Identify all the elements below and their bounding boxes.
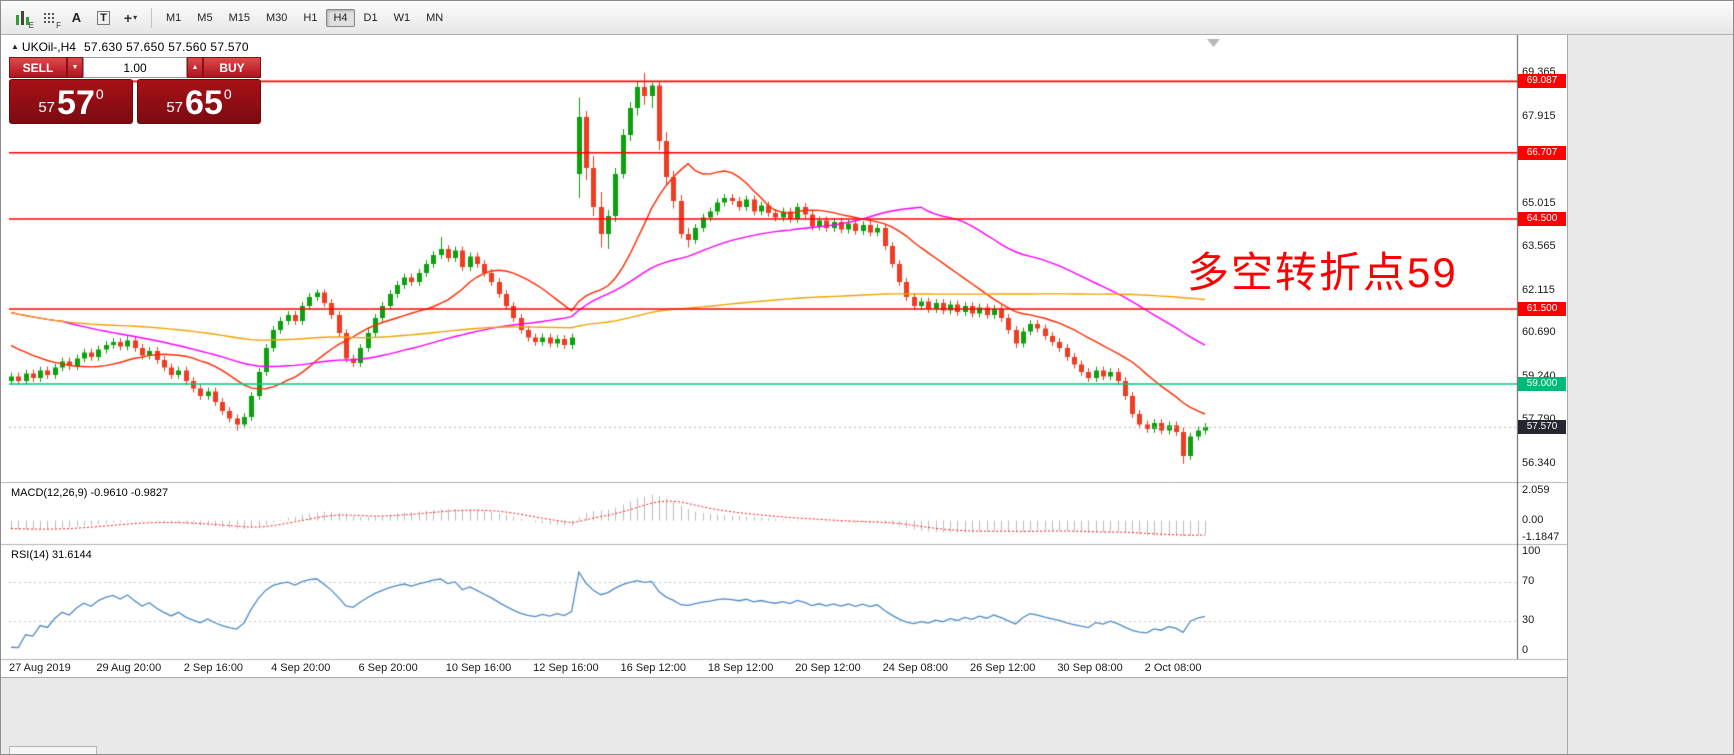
label-tool-icon[interactable]: T	[90, 6, 117, 30]
trade-prices-row: 57 57 0 57 65 0	[9, 79, 261, 124]
volume-down-button[interactable]: ▼	[67, 57, 83, 78]
toolbar-separator	[151, 7, 152, 28]
timeframe-button-d1[interactable]: D1	[357, 9, 385, 27]
timeframe-button-m30[interactable]: M30	[259, 9, 294, 27]
chart-header: ▲ UKOil-,H4 57.630 57.650 57.560 57.570	[11, 40, 249, 54]
chart-marker-icon: ▲	[11, 42, 19, 51]
one-click-trading-panel: SELL ▼ ▲ BUY 57 57 0 57 65 0	[9, 57, 261, 124]
macd-indicator-label: MACD(12,26,9) -0.9610 -0.9827	[11, 487, 169, 499]
buy-price-prefix: 57	[166, 99, 184, 116]
right-gutter	[1567, 35, 1733, 754]
timeframe-button-h1[interactable]: H1	[296, 9, 324, 27]
sell-price-sup-digit: 0	[95, 86, 104, 102]
timeframe-button-w1[interactable]: W1	[387, 9, 418, 27]
tool-icons-group: E F A T + ▾	[9, 6, 144, 30]
sell-price-prefix: 57	[38, 99, 56, 116]
candlestick-e-icon[interactable]: E	[9, 6, 36, 30]
timeframe-button-m1[interactable]: M1	[159, 9, 188, 27]
buy-price-sup-digit: 0	[223, 86, 232, 102]
chart-window: ▲ UKOil-,H4 57.630 57.650 57.560 57.570 SE…	[1, 35, 1567, 677]
volume-up-button[interactable]: ▲	[187, 57, 203, 78]
sell-price-display[interactable]: 57 57 0	[9, 79, 133, 124]
bottom-strip	[1, 677, 1567, 754]
chart-canvas[interactable]	[1, 35, 1567, 677]
timeframe-button-h4[interactable]: H4	[326, 8, 355, 27]
timeframe-button-m5[interactable]: M5	[190, 9, 219, 27]
sell-price-big-digits: 57	[57, 84, 95, 122]
timeframe-button-mn[interactable]: MN	[419, 9, 450, 27]
buy-button[interactable]: BUY	[203, 57, 261, 78]
grid-f-icon[interactable]: F	[36, 6, 63, 30]
volume-input[interactable]	[83, 57, 187, 78]
chart-symbol-period: UKOil-,H4	[21, 40, 76, 54]
timeframe-button-m15[interactable]: M15	[222, 9, 257, 27]
top-toolbar: E F A T + ▾ M1 M5 M15 M30 H1 H4 D1 W1 MN	[1, 1, 1733, 35]
sell-button[interactable]: SELL	[9, 57, 67, 78]
buy-price-big-digits: 65	[185, 84, 223, 122]
trade-controls-row: SELL ▼ ▲ BUY	[9, 57, 261, 78]
crosshair-tool-icon[interactable]: + ▾	[117, 6, 144, 30]
annotation-text: 多空转折点59	[1187, 249, 1458, 296]
rsi-indicator-label: RSI(14) 31.6144	[11, 549, 92, 561]
minimized-window-tab[interactable]	[9, 746, 97, 754]
timeframe-buttons-group: M1 M5 M15 M30 H1 H4 D1 W1 MN	[159, 8, 452, 27]
chart-ohlc-values: 57.630 57.650 57.560 57.570	[83, 40, 249, 54]
buy-price-display[interactable]: 57 65 0	[137, 79, 261, 124]
text-tool-icon[interactable]: A	[63, 6, 90, 30]
